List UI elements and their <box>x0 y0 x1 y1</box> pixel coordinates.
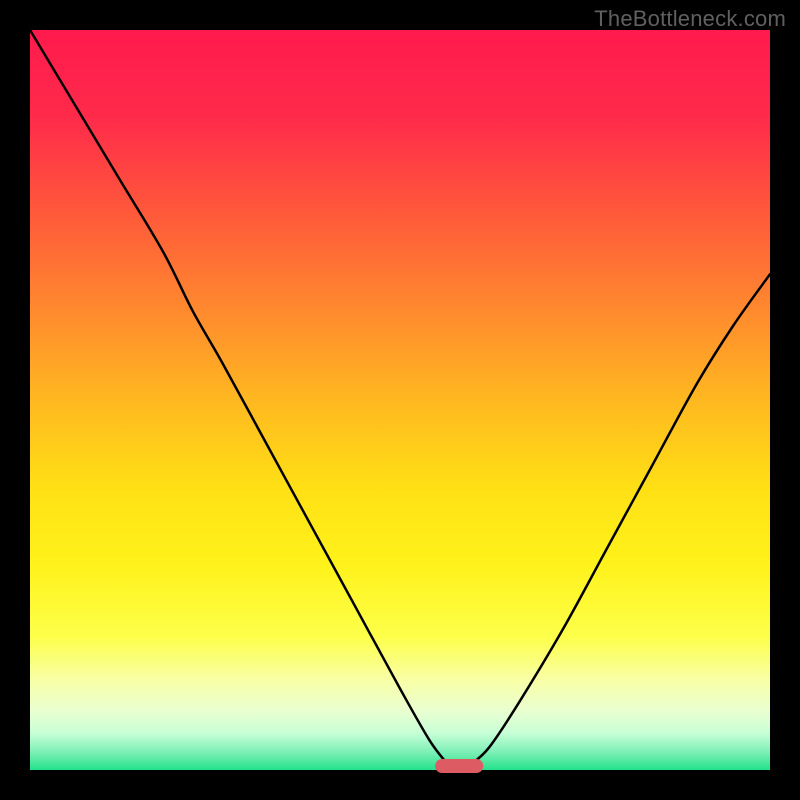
watermark-text: TheBottleneck.com <box>594 6 786 32</box>
plot-area <box>30 30 770 770</box>
chart-container: TheBottleneck.com <box>0 0 800 800</box>
bottleneck-chart <box>0 0 800 800</box>
optimal-marker <box>435 759 483 773</box>
